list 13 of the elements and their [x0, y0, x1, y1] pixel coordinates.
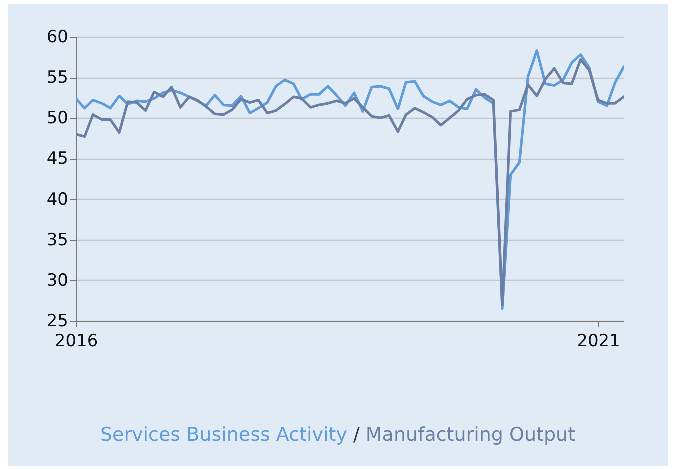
y-tick-label: 55 — [46, 68, 68, 88]
text: Manufacturing Output — [366, 424, 576, 446]
y-tick-label: 25 — [46, 312, 68, 332]
x-tick-label: 2016 — [54, 332, 98, 352]
y-tick-label: 50 — [46, 108, 68, 129]
y-tick-label: 45 — [46, 149, 68, 170]
text: / — [354, 424, 360, 446]
x-tick-label: 2021 — [577, 332, 620, 352]
y-tick-label: 60 — [46, 28, 68, 48]
y-tick-label: 30 — [46, 270, 68, 291]
y-tick-label: 40 — [46, 190, 68, 210]
y-tick-label: 35 — [46, 230, 68, 250]
text: Services Business Activity — [100, 424, 348, 446]
